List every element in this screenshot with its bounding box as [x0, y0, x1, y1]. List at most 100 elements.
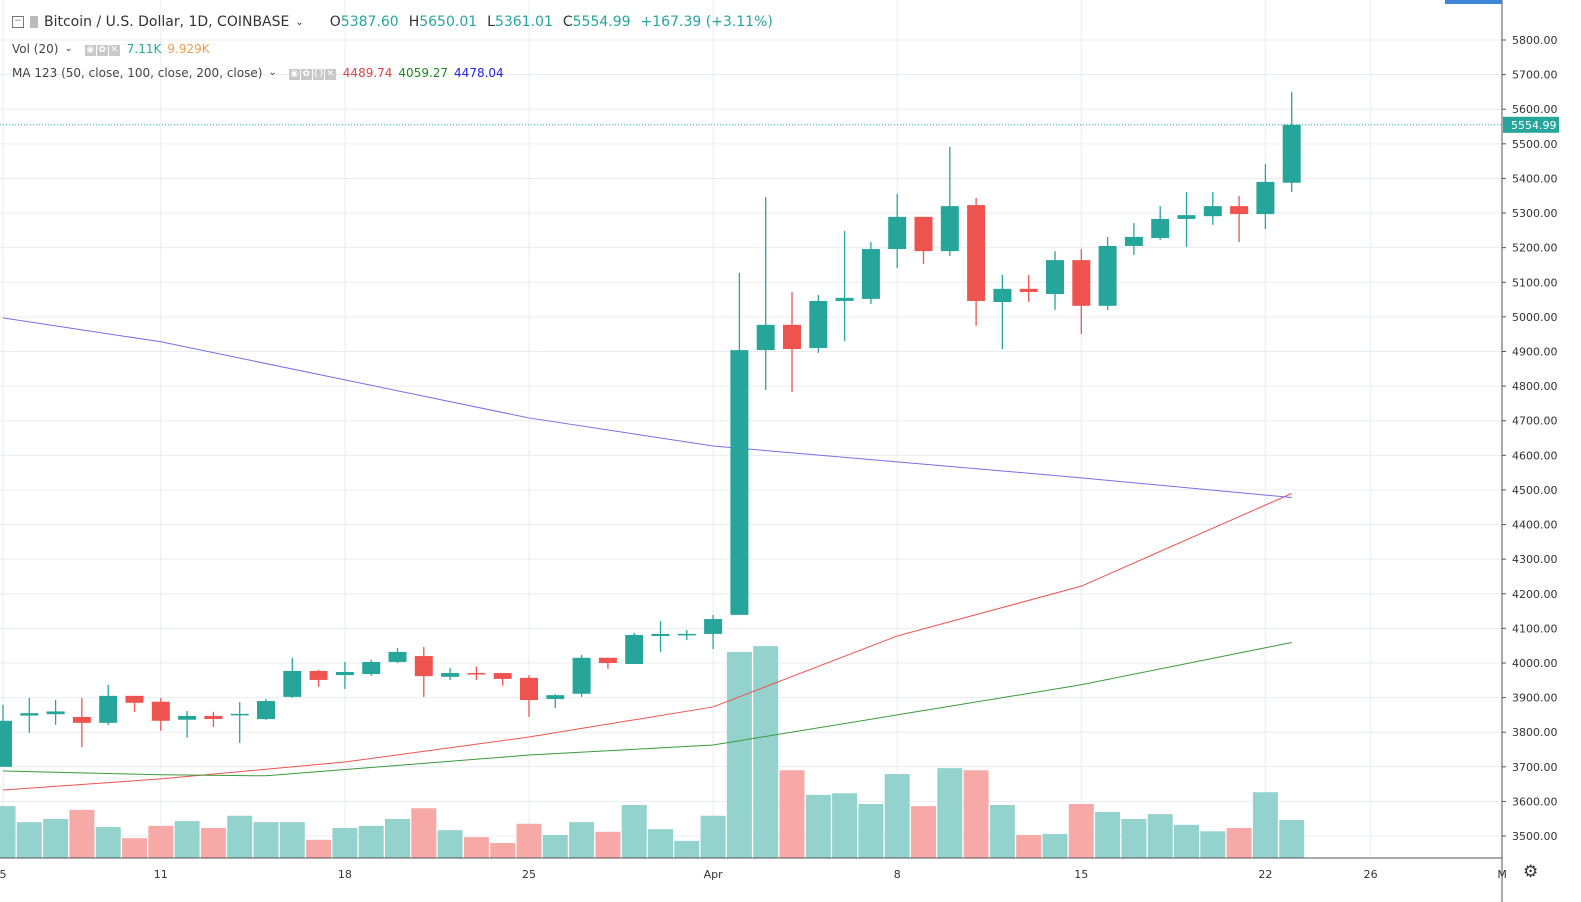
volume-bar	[95, 826, 121, 858]
candle-body	[1072, 260, 1091, 306]
last-price-label: 5554.99	[1511, 119, 1557, 132]
gear-icon[interactable]: ✿	[96, 45, 108, 56]
eye-icon[interactable]: ◉	[84, 45, 96, 56]
candle	[546, 694, 565, 708]
volume-bar	[0, 806, 16, 858]
candle	[362, 659, 381, 676]
price-tick-label: 5600.00	[1512, 103, 1558, 116]
volume-bar	[805, 794, 831, 858]
price-tick-label: 3900.00	[1512, 692, 1558, 705]
volume-bar	[858, 803, 884, 858]
candle	[414, 647, 433, 697]
candle	[1124, 223, 1143, 255]
change-value: +167.39 (+3.11%)	[640, 14, 773, 30]
candle	[520, 675, 538, 717]
price-tick-label: 5700.00	[1512, 69, 1558, 82]
candle-body	[546, 695, 565, 699]
chevron-down-icon[interactable]: ⌄	[268, 67, 277, 78]
candle-body	[783, 324, 801, 350]
candle	[467, 666, 486, 680]
time-tick-label: 15	[1074, 868, 1088, 881]
price-tick-label: 4500.00	[1512, 484, 1558, 497]
volume-bar	[569, 822, 595, 858]
volume-bar	[1174, 824, 1199, 858]
price-tick-label: 5000.00	[1512, 311, 1558, 324]
volume-bar	[1147, 814, 1173, 858]
price-tick-label: 5200.00	[1512, 242, 1558, 255]
volume-bar	[332, 828, 358, 858]
candle-body	[1230, 206, 1249, 215]
price-tick-label: 4900.00	[1512, 345, 1558, 358]
volume-bar	[832, 793, 858, 858]
braces-icon[interactable]: {}	[312, 69, 325, 80]
volume-bar	[595, 831, 621, 858]
high-value: 5650.01	[419, 14, 478, 30]
volume-bar	[385, 818, 410, 858]
volume-bar	[648, 829, 673, 858]
candle-body	[1098, 245, 1117, 306]
time-tick-label: 26	[1364, 868, 1378, 881]
candle-body	[493, 673, 512, 679]
volume-bar	[490, 843, 516, 858]
volume-bar	[463, 837, 489, 858]
chevron-down-icon[interactable]: ⌄	[64, 43, 73, 54]
candle	[914, 216, 933, 264]
volume-bar	[911, 806, 936, 858]
ma-indicator-name[interactable]: MA 123 (50, close, 100, close, 200, clos…	[12, 65, 263, 80]
price-tick-label: 4100.00	[1512, 622, 1558, 635]
volume-indicator-name[interactable]: Vol (20)	[12, 41, 59, 56]
candle-body	[1124, 236, 1143, 246]
gear-icon[interactable]: ✿	[300, 69, 312, 80]
candle	[441, 667, 460, 680]
candle	[1203, 191, 1222, 225]
price-tick-label: 5100.00	[1512, 276, 1558, 289]
close-value: 5554.99	[572, 14, 631, 30]
time-tick-label: 8	[894, 868, 901, 881]
candle-body	[704, 619, 723, 634]
volume-bar	[306, 839, 332, 858]
ma200-value: 4478.04	[454, 65, 504, 80]
volume-bar	[437, 830, 463, 858]
price-tick-label: 3600.00	[1512, 795, 1558, 808]
candle-body	[677, 633, 696, 636]
volume-bar	[1016, 834, 1042, 858]
close-icon[interactable]: ✕	[324, 69, 336, 80]
price-tick-label: 3500.00	[1512, 830, 1558, 843]
volume-bar	[411, 808, 437, 858]
candle-body	[835, 297, 854, 301]
volume-bar	[358, 825, 384, 858]
candle	[1177, 191, 1196, 247]
close-label: C	[562, 14, 573, 30]
candle-body	[1046, 260, 1064, 295]
last-price-badge	[1503, 116, 1559, 133]
candle-body	[572, 657, 591, 694]
price-tick-label: 4600.00	[1512, 449, 1558, 462]
ma-line-ma-200	[2, 317, 1292, 499]
time-tick-label: 11	[154, 868, 168, 881]
low-label: L	[487, 14, 495, 30]
eye-icon[interactable]: ◉	[288, 69, 300, 80]
chevron-down-icon[interactable]: ⌄	[295, 16, 304, 28]
volume-bar	[279, 822, 305, 858]
symbol-title[interactable]: Bitcoin / U.S. Dollar, 1D, COINBASE	[44, 14, 290, 30]
close-icon[interactable]: ✕	[108, 45, 120, 56]
minus-square-icon[interactable]: −	[12, 16, 24, 28]
candle-body	[625, 634, 644, 665]
candle	[309, 669, 328, 687]
candle-body	[414, 656, 433, 677]
candle-body	[388, 651, 407, 662]
volume-bar	[516, 823, 542, 858]
price-tick-label: 4300.00	[1512, 553, 1558, 566]
ohlc-values: O5387.60 H5650.01 L5361.01 C5554.99 +167…	[330, 14, 773, 30]
candle-body	[993, 288, 1012, 302]
chart-settings-gear-icon[interactable]: ⚙	[1523, 862, 1539, 882]
candle-body	[1151, 218, 1170, 238]
price-tick-label: 4700.00	[1512, 415, 1558, 428]
price-tick-label: 5300.00	[1512, 207, 1558, 220]
time-tick-label: 18	[338, 868, 352, 881]
candle-body	[0, 720, 12, 767]
candle	[598, 657, 617, 669]
candle	[967, 197, 986, 326]
price-tick-label: 5800.00	[1512, 34, 1558, 47]
